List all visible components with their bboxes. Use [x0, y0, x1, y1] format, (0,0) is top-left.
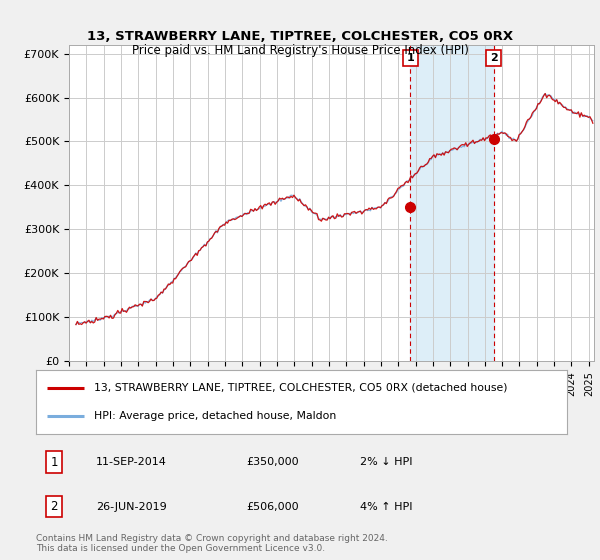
Text: 2: 2 — [50, 500, 58, 514]
Text: 13, STRAWBERRY LANE, TIPTREE, COLCHESTER, CO5 0RX: 13, STRAWBERRY LANE, TIPTREE, COLCHESTER… — [87, 30, 513, 43]
Text: 1: 1 — [50, 455, 58, 469]
Text: 2: 2 — [490, 53, 497, 63]
Text: HPI: Average price, detached house, Maldon: HPI: Average price, detached house, Mald… — [94, 411, 337, 421]
Text: Contains HM Land Registry data © Crown copyright and database right 2024.
This d: Contains HM Land Registry data © Crown c… — [36, 534, 388, 553]
Text: £350,000: £350,000 — [246, 457, 299, 467]
Text: 11-SEP-2014: 11-SEP-2014 — [96, 457, 167, 467]
Text: £506,000: £506,000 — [246, 502, 299, 512]
Bar — [410, 45, 494, 361]
Text: 2% ↓ HPI: 2% ↓ HPI — [360, 457, 413, 467]
Text: Price paid vs. HM Land Registry's House Price Index (HPI): Price paid vs. HM Land Registry's House … — [131, 44, 469, 57]
Text: 26-JUN-2019: 26-JUN-2019 — [96, 502, 167, 512]
Text: 13, STRAWBERRY LANE, TIPTREE, COLCHESTER, CO5 0RX (detached house): 13, STRAWBERRY LANE, TIPTREE, COLCHESTER… — [94, 382, 508, 393]
Text: 1: 1 — [406, 53, 414, 63]
Text: 4% ↑ HPI: 4% ↑ HPI — [360, 502, 413, 512]
